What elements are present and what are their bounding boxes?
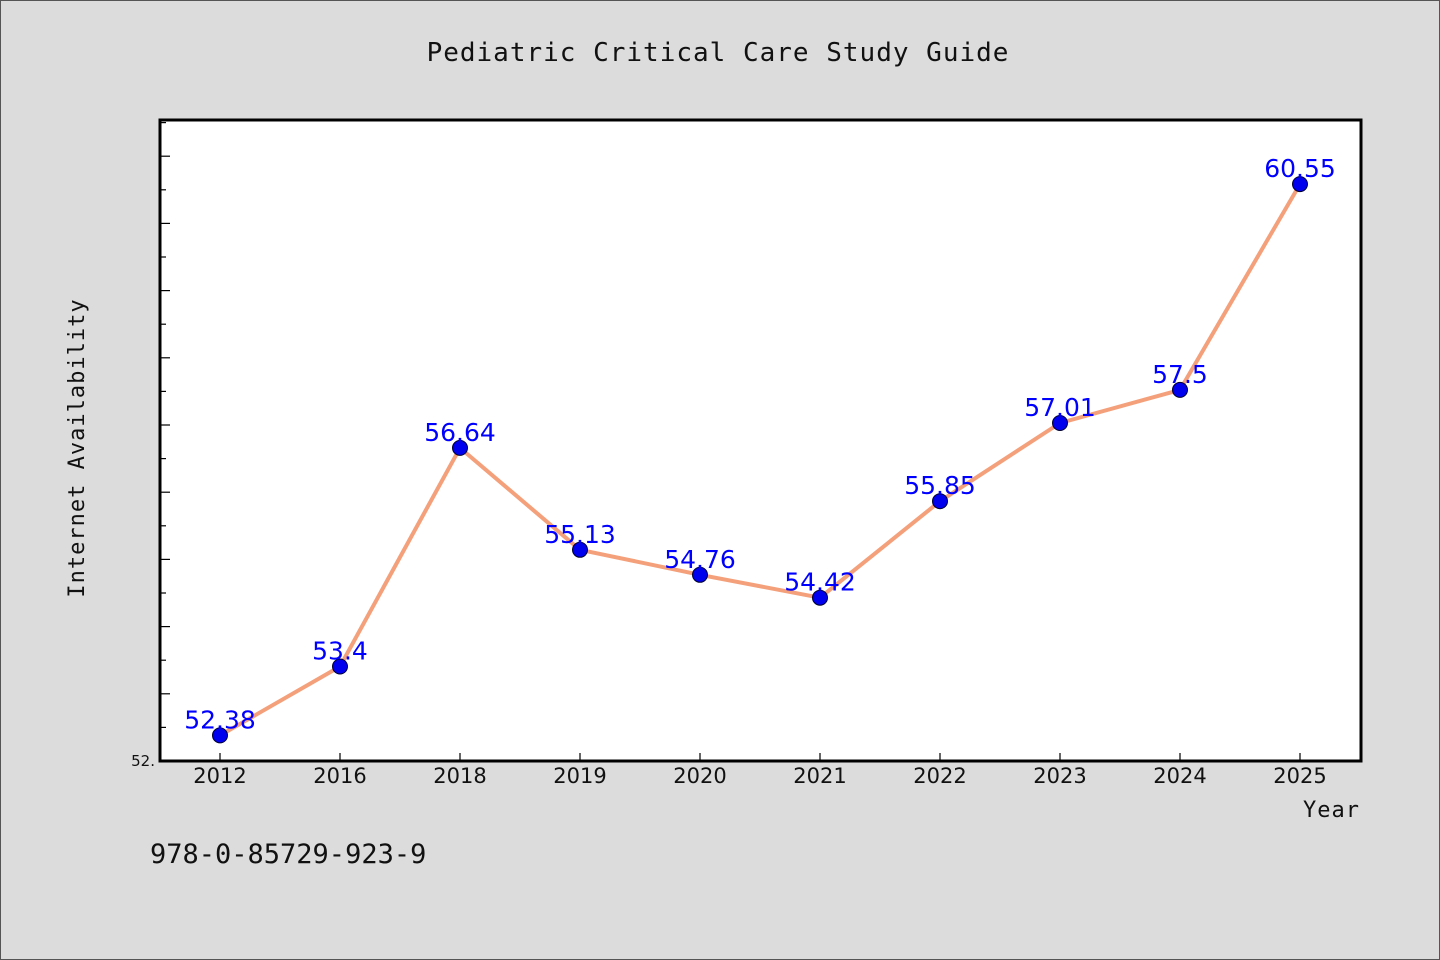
data-point	[572, 541, 588, 558]
data-point	[1172, 381, 1188, 398]
x-tick-label: 2019	[553, 764, 606, 788]
data-label: 55.13	[544, 520, 616, 549]
data-label: 55.85	[904, 471, 976, 500]
chart-title: Pediatric Critical Care Study Guide	[427, 38, 1010, 68]
data-point	[1292, 176, 1308, 193]
data-label: 54.42	[784, 568, 856, 597]
x-tick-label: 2016	[313, 764, 366, 788]
x-tick-label: 2023	[1033, 764, 1086, 788]
data-label: 53.4	[312, 637, 368, 666]
data-point	[1052, 415, 1068, 431]
x-tick-label: 2021	[793, 764, 846, 788]
x-axis-label: Year	[1303, 798, 1360, 823]
data-label: 54.76	[664, 545, 736, 574]
series-line	[219, 183, 1302, 738]
data-point	[332, 658, 348, 675]
x-tick-label: 2025	[1273, 764, 1326, 788]
y-tick-label-min: 52.	[131, 752, 155, 770]
footer-code: 978-0-85729-923-9	[150, 839, 426, 870]
data-label: 56.64	[424, 418, 496, 447]
series-markers	[212, 176, 1308, 744]
data-labels: 52.38 53.4 56.64 55.13 54.76 54.42 55.85 57.01 5…	[184, 154, 1336, 734]
x-tick-label: 2022	[913, 764, 966, 788]
data-point	[212, 727, 228, 744]
data-label: 57.01	[1024, 393, 1096, 422]
x-tick-label: 2012	[193, 764, 246, 788]
y-axis-label: Internet Availability	[65, 298, 90, 597]
data-point	[812, 589, 828, 606]
data-point	[452, 439, 468, 456]
data-label: 57.5	[1152, 360, 1208, 389]
x-tick-label: 2018	[433, 764, 486, 788]
x-axis-ticks: 2012 2016 2018 2019 2020 2021 2022 2023 2024 2025	[193, 753, 1327, 788]
y-axis-ticks	[160, 121, 170, 762]
data-label: 60.55	[1264, 154, 1336, 183]
data-point	[692, 566, 708, 583]
x-tick-label: 2024	[1153, 764, 1206, 788]
data-label: 52.38	[184, 705, 256, 734]
data-point	[932, 493, 948, 510]
plot-area	[158, 118, 1363, 763]
x-tick-label: 2020	[673, 764, 726, 788]
